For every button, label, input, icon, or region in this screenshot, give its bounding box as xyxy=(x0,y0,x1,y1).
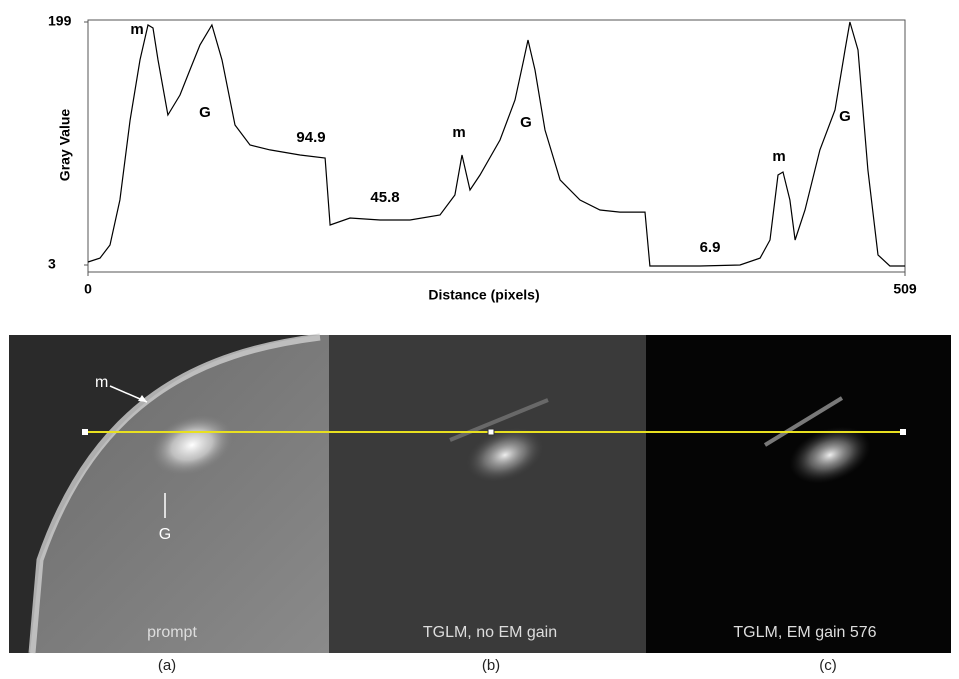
profile-line xyxy=(88,22,905,266)
panel-b xyxy=(329,335,646,653)
panel-label: (a) xyxy=(158,657,176,674)
annotation: G xyxy=(839,108,851,125)
annotation: 6.9 xyxy=(700,239,721,256)
y-tick-label: 199 xyxy=(48,13,72,29)
annotation: G xyxy=(199,104,211,121)
annotation: G xyxy=(520,114,532,131)
x-tick-label: 0 xyxy=(84,281,92,297)
annotation: m xyxy=(772,148,785,165)
annotation: m xyxy=(452,124,465,141)
x-axis-label: Distance (pixels) xyxy=(428,287,539,303)
y-tick-label: 3 xyxy=(48,256,56,272)
panel-c xyxy=(646,335,951,653)
handle xyxy=(900,429,906,435)
y-axis-label: Gray Value xyxy=(57,109,73,182)
panel-label: (c) xyxy=(819,657,837,674)
x-tick-label: 509 xyxy=(893,281,917,297)
panel-label: (b) xyxy=(482,657,500,674)
marker-label: m xyxy=(95,374,108,391)
caption: TGLM, EM gain 576 xyxy=(733,624,876,641)
handle xyxy=(488,429,494,435)
marker-label: G xyxy=(159,526,171,543)
annotation: 94.9 xyxy=(296,129,325,146)
figure: m G prompt TGLM, no EM gain TGLM, EM gai… xyxy=(0,0,959,679)
handle xyxy=(82,429,88,435)
caption: prompt xyxy=(147,624,197,641)
annotation: 45.8 xyxy=(370,189,399,206)
micrographs: m G prompt TGLM, no EM gain TGLM, EM gai… xyxy=(9,335,951,674)
caption: TGLM, no EM gain xyxy=(423,624,557,641)
annotation: m xyxy=(130,21,143,38)
